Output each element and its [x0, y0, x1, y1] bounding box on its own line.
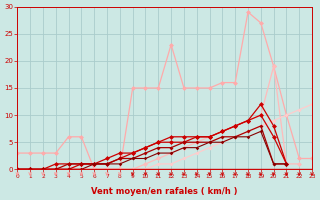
X-axis label: Vent moyen/en rafales ( km/h ): Vent moyen/en rafales ( km/h )	[92, 187, 238, 196]
